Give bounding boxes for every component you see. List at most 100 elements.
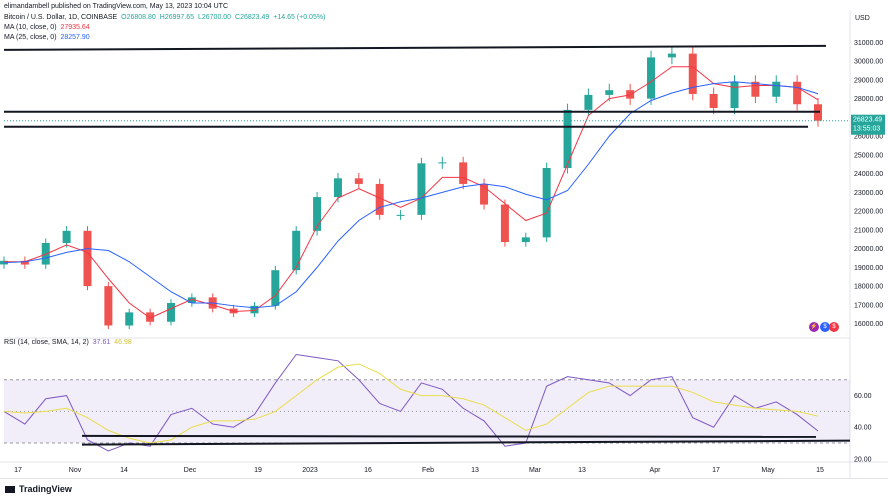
ma10-value: 27935.64 [60, 24, 90, 31]
candle-body [521, 237, 530, 243]
candle-body [459, 162, 468, 184]
candle-body [20, 260, 29, 265]
ohlc-high: H26997.65 [159, 14, 195, 21]
time-tick-label: 2023 [302, 467, 318, 474]
dividend-marker-icon[interactable]: $ [820, 322, 830, 332]
candle-body [146, 312, 155, 322]
rsi-value: 37.61 [92, 339, 111, 346]
rsi-support-line-lower [81, 439, 851, 446]
price-tick-label: 16000.00 [854, 321, 883, 328]
candle-body [292, 230, 301, 271]
candle-body [271, 270, 280, 306]
time-tick-label: 19 [254, 467, 262, 474]
time-tick-label: Mar [529, 467, 542, 474]
ohlc-low: L26700.00 [197, 14, 232, 21]
rsi-tick-label: 40.00 [854, 425, 872, 432]
earnings-marker-icon[interactable]: $ [829, 322, 839, 332]
ma25-label: MA (25, close, 0) [4, 34, 57, 41]
time-tick-label: Nov [69, 467, 82, 474]
price-tick-label: 25000.00 [854, 152, 883, 159]
ma10-label: MA (10, close, 0) [4, 24, 57, 31]
ma25-value: 28257.90 [60, 34, 90, 41]
time-tick-label: Feb [422, 467, 434, 474]
candle-body [563, 109, 572, 168]
price-tick-label: 31000.00 [854, 40, 883, 47]
rsi-support-line-upper [81, 434, 817, 438]
ma25-legend[interactable]: MA (25, close, 0) 28257.90 [4, 33, 90, 42]
candle-body [730, 81, 739, 108]
rsi-legend[interactable]: RSI (14, close, SMA, 14, 2) 37.61 46.98 [4, 338, 132, 347]
price-tick-label: 21000.00 [854, 227, 883, 234]
price-tick-label: 20000.00 [854, 246, 883, 253]
ma10-line [4, 66, 819, 319]
price-tick-label: 22000.00 [854, 209, 883, 216]
time-tick-label: Apr [650, 467, 662, 474]
tradingview-brand: TradingView [19, 484, 72, 494]
price-tick-label: 29000.00 [854, 77, 883, 84]
candle-body [500, 204, 509, 243]
tradingview-logo[interactable]: TradingView [5, 484, 72, 494]
price-tick-label: 17000.00 [854, 302, 883, 309]
candle-body [375, 183, 384, 215]
price-tick-label: 24000.00 [854, 171, 883, 178]
candle-body [647, 57, 656, 99]
candle-body [354, 178, 363, 184]
time-tick-label: 17 [712, 467, 720, 474]
symbol-legend: Bitcoin / U.S. Dollar, 1D, COINBASE O268… [4, 13, 325, 22]
rsi-tick-label: 60.00 [854, 393, 872, 400]
candle-body [104, 286, 113, 326]
price-tick-label: 18000.00 [854, 284, 883, 291]
price-tick-label: 30000.00 [854, 59, 883, 66]
ohlc-open: O26808.80 [121, 14, 156, 21]
footer-bar [0, 478, 888, 501]
price-change: +14.65 (+0.05%) [273, 14, 326, 21]
time-tick-label: 16 [364, 467, 372, 474]
candle-body [709, 93, 718, 108]
time-tick-label: 13 [471, 467, 479, 474]
price-tick-label: 19000.00 [854, 265, 883, 272]
candle-body [772, 81, 781, 97]
candle-body [396, 214, 405, 216]
candle-body [83, 230, 92, 287]
candle-body [480, 183, 489, 205]
rsi-tick-label: 20.00 [854, 456, 872, 463]
resistance-line [3, 44, 827, 51]
event-marker-icon[interactable]: ⚡ [809, 322, 819, 332]
ohlc-close: C26823.49 [235, 14, 270, 21]
candle-body [542, 168, 551, 238]
candle-body [605, 90, 614, 95]
candle-body [62, 230, 71, 243]
rsi-ma-line [3, 363, 819, 444]
candle-body [417, 163, 426, 215]
ma25-line [3, 81, 819, 309]
time-tick-label: 15 [816, 467, 824, 474]
candle-body [667, 53, 676, 58]
candle-body [166, 303, 175, 322]
candle-body [438, 162, 447, 164]
time-tick-label: Dec [184, 467, 197, 474]
time-tick-label: 13 [578, 467, 586, 474]
rsi-label: RSI (14, close, SMA, 14, 2) [4, 339, 89, 346]
price-tick-label: 28000.00 [854, 96, 883, 103]
currency-label: USD [855, 15, 870, 22]
rsi-ma-value: 46.98 [114, 339, 132, 346]
price-tick-label: 26000.00 [854, 134, 883, 141]
candle-body [751, 81, 760, 97]
tradingview-logo-icon [5, 486, 15, 493]
candle-body [187, 297, 196, 303]
time-tick-label: 17 [14, 467, 22, 474]
price-tick-label: 23000.00 [854, 190, 883, 197]
publisher-line: elimandambell published on TradingView.c… [4, 3, 228, 10]
last-price-tag [851, 114, 885, 135]
candle-body [333, 178, 342, 198]
candle-body [688, 53, 697, 94]
time-tick-label: May [761, 467, 775, 474]
candle-body [313, 197, 322, 231]
countdown-value: 13:55:03 [853, 126, 880, 133]
time-tick-label: 14 [120, 467, 128, 474]
candle-body [250, 305, 259, 314]
rsi-band [4, 379, 850, 444]
ma10-legend[interactable]: MA (10, close, 0) 27935.64 [4, 23, 90, 32]
last-price-value: 26823.49 [853, 117, 882, 124]
